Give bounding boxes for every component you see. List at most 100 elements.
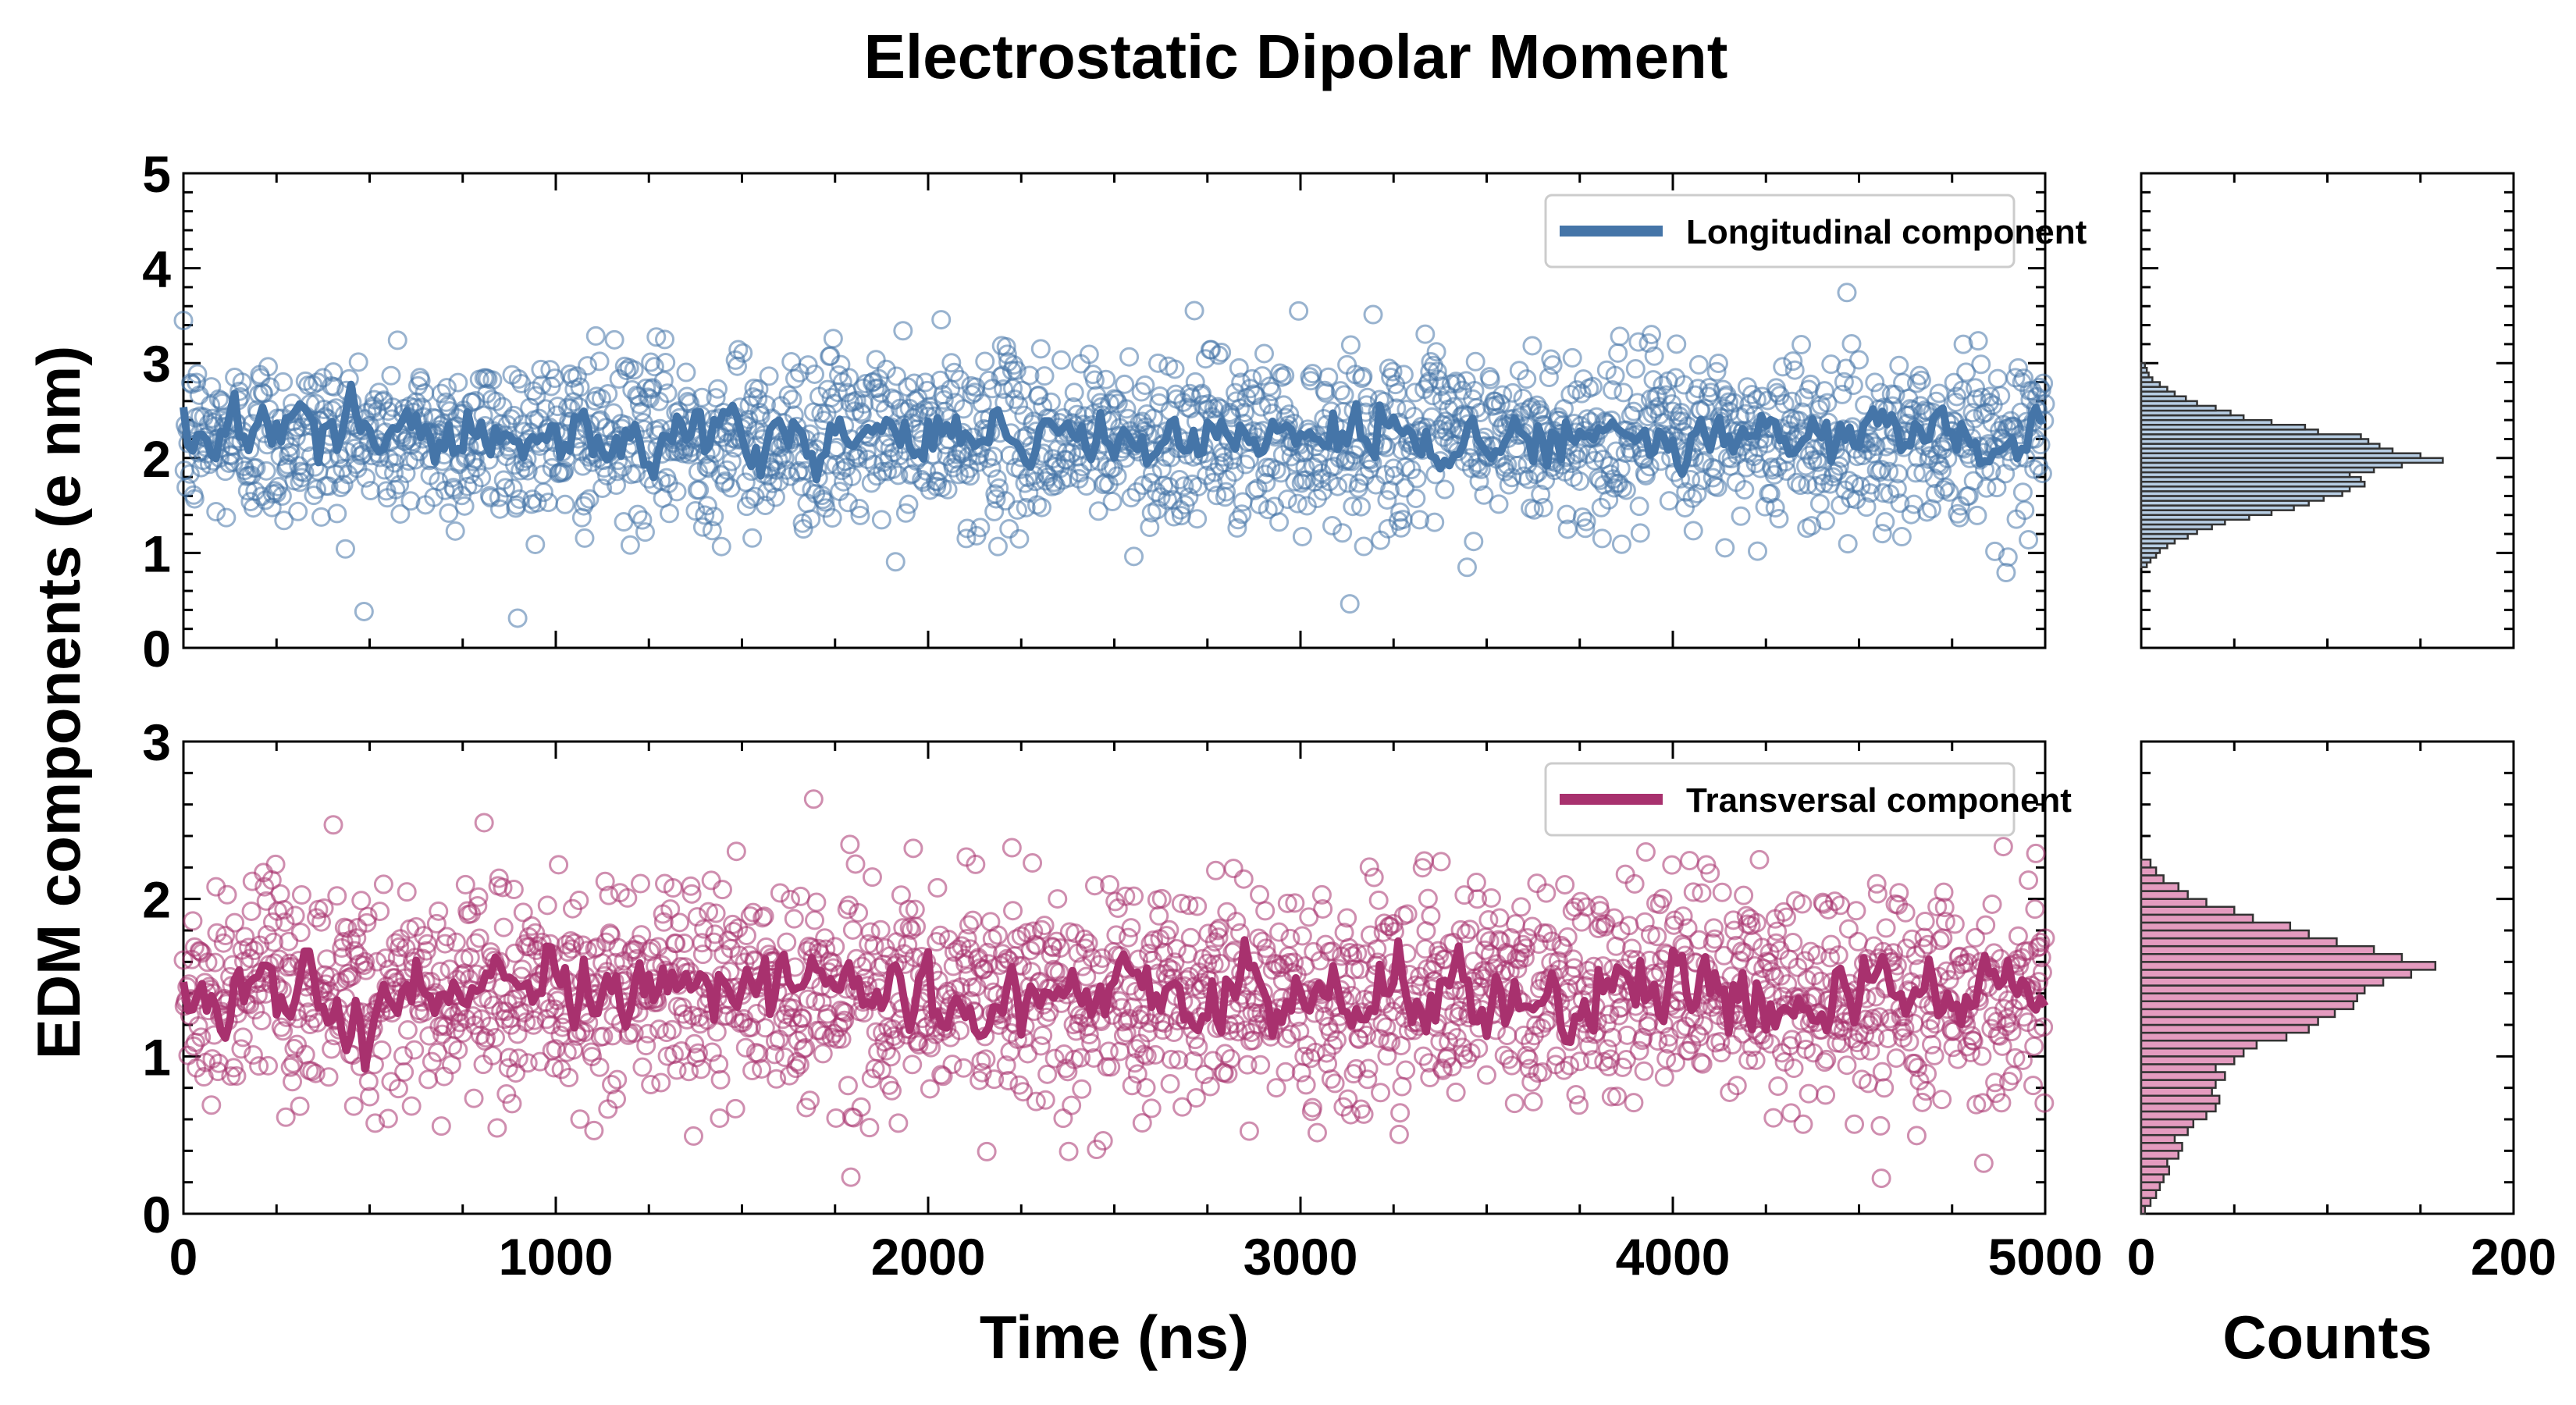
data-point bbox=[485, 1027, 505, 1048]
data-point bbox=[1507, 455, 1528, 475]
data-point bbox=[1470, 402, 1490, 422]
data-point bbox=[279, 445, 299, 465]
data-point bbox=[792, 1008, 813, 1029]
data-point bbox=[1635, 912, 1655, 932]
data-point bbox=[1041, 392, 1061, 412]
data-point bbox=[486, 391, 507, 411]
data-point bbox=[1759, 943, 1780, 963]
data-point bbox=[1638, 1012, 1659, 1032]
data-point bbox=[575, 528, 595, 548]
data-point bbox=[1292, 926, 1312, 946]
data-point bbox=[1899, 1032, 1920, 1052]
data-point bbox=[1814, 381, 1834, 401]
data-point bbox=[881, 1080, 902, 1101]
data-point bbox=[934, 389, 954, 410]
data-point bbox=[1790, 475, 1810, 496]
data-point bbox=[1172, 1097, 1193, 1117]
data-point bbox=[1987, 478, 2007, 498]
data-point bbox=[1357, 1069, 1378, 1090]
data-point bbox=[1392, 1076, 1412, 1097]
data-point bbox=[781, 889, 801, 909]
data-point bbox=[1164, 1023, 1184, 1043]
data-point bbox=[1768, 1076, 1788, 1097]
histogram-bar bbox=[2140, 1039, 2258, 1050]
data-point bbox=[1137, 1046, 1157, 1066]
data-point bbox=[2008, 357, 2028, 378]
data-point bbox=[1510, 943, 1530, 963]
data-point bbox=[687, 907, 707, 927]
data-point bbox=[1570, 471, 1590, 491]
data-point bbox=[1074, 929, 1094, 949]
histogram-bar bbox=[2140, 1079, 2217, 1089]
data-point bbox=[1796, 456, 1816, 476]
data-point bbox=[1216, 482, 1236, 502]
data-point bbox=[173, 950, 194, 970]
data-point bbox=[1475, 940, 1495, 960]
data-point bbox=[1358, 1058, 1379, 1079]
data-point bbox=[1849, 350, 1869, 370]
data-point bbox=[1647, 927, 1667, 947]
data-point bbox=[1773, 357, 1793, 377]
data-point bbox=[322, 1039, 342, 1059]
data-point bbox=[1255, 901, 1276, 921]
data-point bbox=[710, 1108, 730, 1129]
data-point bbox=[317, 949, 337, 969]
data-point bbox=[1276, 1062, 1296, 1082]
data-point bbox=[358, 906, 378, 927]
data-point bbox=[375, 460, 395, 480]
data-point bbox=[527, 493, 547, 513]
data-point bbox=[290, 1096, 310, 1116]
data-point bbox=[1076, 966, 1097, 987]
data-point bbox=[1991, 1093, 2012, 1113]
data-point bbox=[1531, 484, 1551, 504]
data-point bbox=[724, 921, 744, 941]
data-point bbox=[1634, 1061, 1654, 1081]
data-point bbox=[1205, 860, 1226, 880]
data-point bbox=[822, 508, 842, 528]
data-point bbox=[251, 486, 272, 507]
data-point bbox=[1210, 953, 1230, 973]
data-point bbox=[825, 937, 845, 957]
histogram-bar bbox=[2140, 1197, 2152, 1208]
histogram-bar bbox=[2140, 1094, 2221, 1105]
data-point bbox=[1053, 1108, 1073, 1129]
data-point bbox=[1736, 905, 1756, 926]
data-point bbox=[1889, 355, 1909, 375]
data-point bbox=[1876, 918, 1896, 938]
data-point bbox=[291, 884, 311, 905]
data-point bbox=[1798, 475, 1818, 495]
data-point bbox=[1980, 386, 2001, 407]
data-point bbox=[1379, 916, 1400, 937]
data-point bbox=[1079, 344, 1099, 365]
data-point bbox=[1553, 938, 1573, 959]
data-point bbox=[598, 384, 618, 404]
data-point bbox=[1194, 1064, 1215, 1084]
data-point bbox=[1078, 933, 1098, 953]
data-point bbox=[2024, 1036, 2044, 1056]
data-point bbox=[1748, 541, 1768, 561]
data-point bbox=[1880, 1008, 1900, 1029]
data-point bbox=[1608, 343, 1628, 363]
data-point bbox=[2023, 1076, 2043, 1096]
data-point bbox=[736, 926, 756, 946]
data-point bbox=[1816, 1049, 1837, 1069]
data-point bbox=[1769, 509, 1789, 529]
data-point bbox=[206, 501, 226, 521]
data-point bbox=[1871, 1168, 1891, 1189]
data-point bbox=[1944, 914, 1965, 934]
data-point bbox=[607, 475, 627, 496]
histogram-bar bbox=[2140, 1063, 2217, 1073]
data-point bbox=[2026, 843, 2046, 863]
transversal-x-tick-label: 3000 bbox=[1244, 1228, 1358, 1286]
data-point bbox=[1700, 863, 1720, 884]
data-point bbox=[1707, 477, 1727, 497]
data-point bbox=[835, 1002, 856, 1023]
data-point bbox=[813, 1044, 833, 1064]
data-point bbox=[868, 1042, 888, 1062]
data-point bbox=[1674, 375, 1694, 395]
data-point bbox=[335, 539, 355, 559]
data-point bbox=[1126, 981, 1146, 1001]
data-point bbox=[2032, 464, 2052, 484]
data-point bbox=[1169, 1050, 1189, 1070]
data-point bbox=[1129, 949, 1149, 969]
